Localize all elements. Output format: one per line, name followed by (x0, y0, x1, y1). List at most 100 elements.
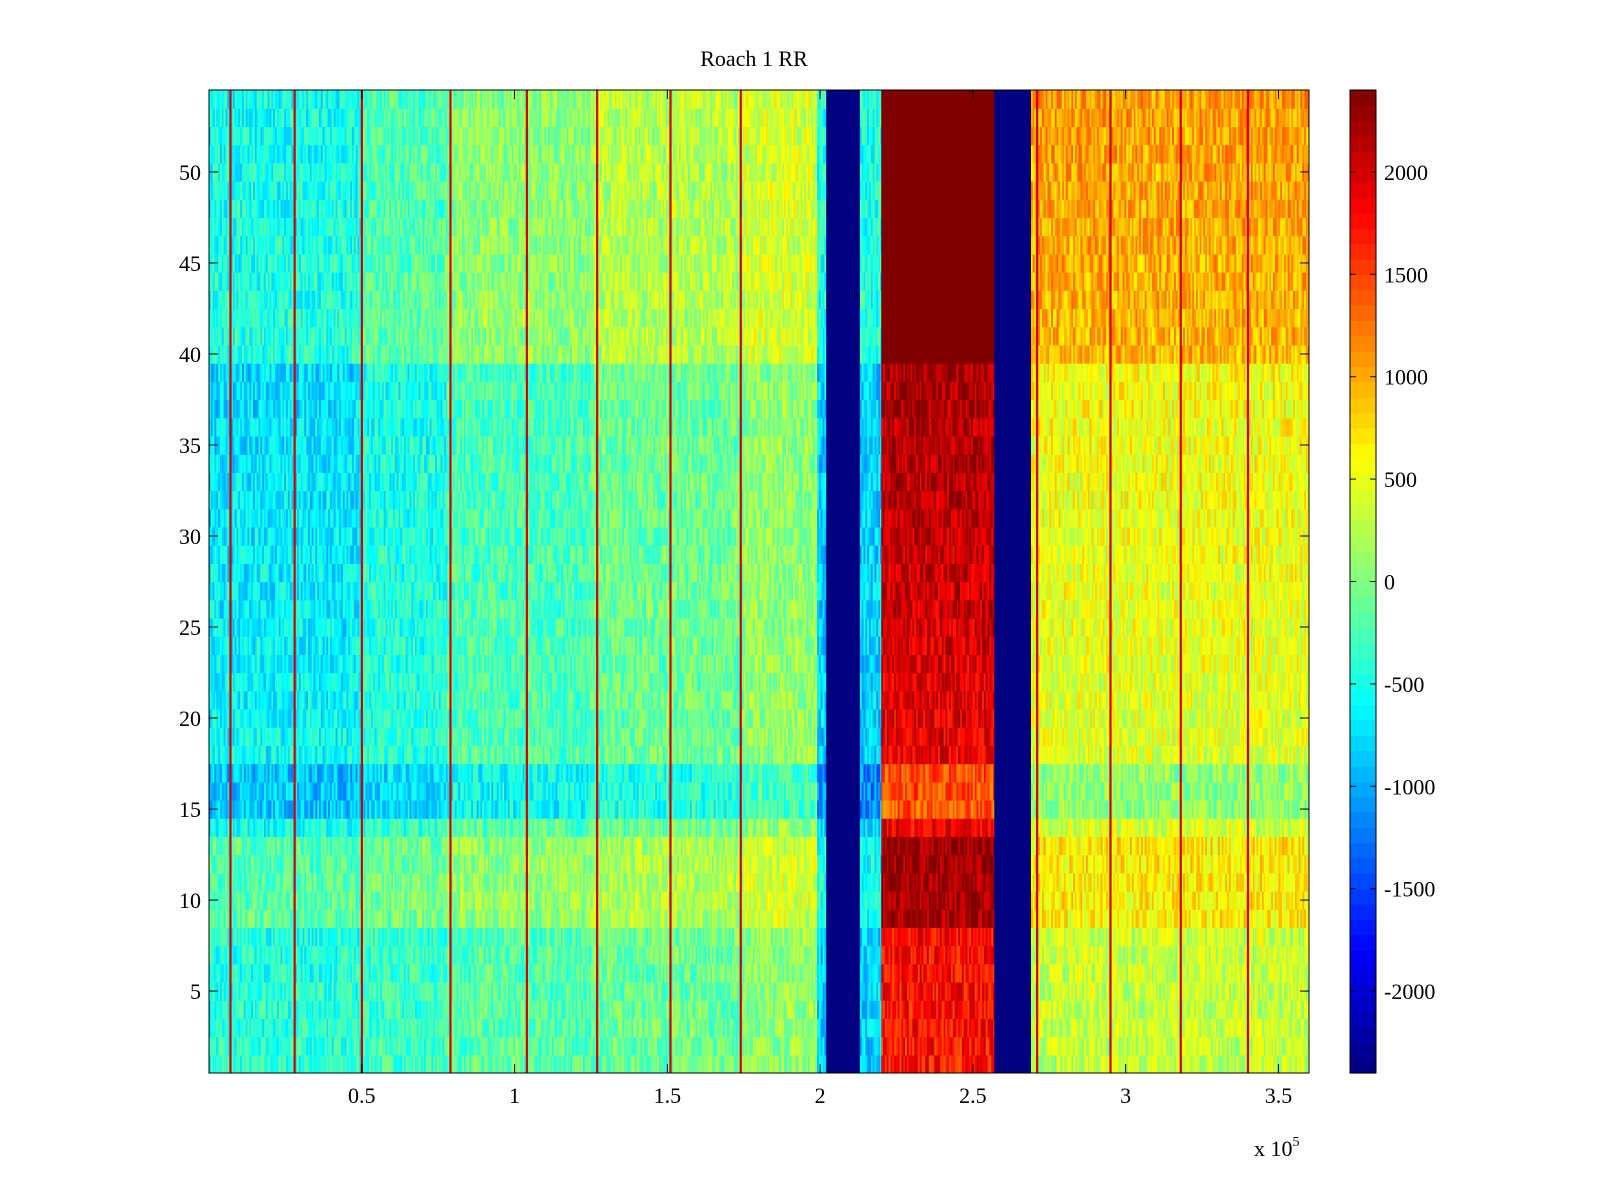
heatmap-cell (581, 981, 584, 1001)
heatmap-cell (353, 1000, 357, 1019)
heatmap-cell (324, 1036, 327, 1056)
heatmap-cell (588, 981, 591, 1001)
heatmap-cell (513, 1036, 516, 1056)
heatmap-cell (743, 1054, 745, 1073)
heatmap-cell (476, 981, 480, 1001)
heatmap-cell (1225, 1054, 1228, 1073)
heatmap-cell (221, 1018, 225, 1038)
heatmap-cell (537, 1000, 540, 1019)
heatmap-cell (236, 963, 239, 983)
heatmap-cell (1197, 1054, 1201, 1073)
heatmap-cell (800, 1000, 803, 1019)
heatmap-cell (555, 1054, 558, 1073)
heatmap-cell (376, 1036, 379, 1056)
heatmap-cell (691, 1054, 695, 1073)
heatmap-cell (520, 1018, 524, 1038)
heatmap-cell (1245, 1036, 1248, 1056)
heatmap-cell (994, 963, 1032, 983)
heatmap-cell (722, 1000, 726, 1019)
heatmap-cell (647, 981, 651, 1001)
heatmap-cell (881, 1054, 884, 1073)
heatmap-cell (370, 981, 374, 1001)
heatmap-cell (495, 1036, 498, 1056)
heatmap-cell (813, 1000, 816, 1019)
heatmap-cell (874, 1036, 877, 1056)
heatmap-cell (273, 1054, 276, 1073)
heatmap-cell (800, 981, 803, 1001)
heatmap-cell (1078, 981, 1082, 1001)
heatmap-cell (1282, 1036, 1285, 1056)
heatmap-cell (1129, 1000, 1133, 1019)
heatmap-cell (780, 1018, 783, 1038)
heatmap-cell (380, 1000, 383, 1019)
heatmap-cell (883, 1000, 886, 1019)
heatmap-cell (515, 1036, 518, 1056)
heatmap-cell (647, 1018, 651, 1038)
heatmap-cell (1052, 981, 1056, 1001)
heatmap-cell (656, 981, 660, 1001)
heatmap-cell (743, 1018, 747, 1038)
heatmap-cell (330, 1000, 333, 1019)
heatmap-cell (342, 981, 346, 1001)
heatmap-cell (359, 1000, 362, 1019)
heatmap-cell (645, 1036, 649, 1056)
heatmap-cell (710, 981, 713, 1001)
heatmap-cell (1067, 1018, 1071, 1038)
heatmap-cell (971, 1018, 974, 1038)
heatmap-cell (544, 1018, 547, 1038)
heatmap-cell (1117, 1018, 1120, 1038)
heatmap-cell (1148, 1054, 1151, 1073)
heatmap-cell (1241, 1036, 1245, 1056)
heatmap-cell (328, 963, 331, 983)
heatmap-cell (762, 1018, 765, 1038)
heatmap-cell (396, 1054, 400, 1073)
heatmap-cell (1291, 1036, 1294, 1056)
heatmap-cell (634, 1054, 638, 1073)
heatmap-cell (429, 1018, 433, 1038)
heatmap-cell (710, 1054, 713, 1073)
heatmap-cell (1118, 1018, 1122, 1038)
heatmap-cell (983, 1018, 987, 1038)
heatmap-cell (804, 1036, 807, 1056)
heatmap-cell (1069, 1036, 1072, 1056)
heatmap-cell (930, 981, 934, 1001)
heatmap-cell (1049, 1054, 1052, 1073)
heatmap-cell (782, 1000, 785, 1019)
heatmap-cell (1076, 1036, 1080, 1056)
heatmap-cell (1194, 1018, 1197, 1038)
heatmap-cell (1133, 1054, 1137, 1073)
heatmap-cell (385, 981, 389, 1001)
heatmap-cell (1056, 1054, 1060, 1073)
heatmap-cell (473, 1054, 476, 1073)
heatmap-cell (605, 1018, 609, 1038)
heatmap-cell (865, 981, 868, 1001)
heatmap-cell (1060, 981, 1063, 1001)
heatmap-cell (378, 1000, 381, 1019)
heatmap-cell (1102, 1000, 1105, 1019)
heatmap-cell (1203, 1036, 1206, 1056)
heatmap-cell (341, 981, 344, 1001)
heatmap-cell (440, 1000, 444, 1019)
heatmap-cell (870, 981, 874, 1001)
heatmap-cell (859, 981, 863, 1001)
heatmap-cell (634, 1000, 638, 1019)
heatmap-cell (815, 1054, 818, 1073)
heatmap-cell (487, 1018, 491, 1038)
heatmap-cell (938, 1000, 941, 1019)
heatmap-cell (245, 963, 249, 983)
heatmap-cell (456, 1000, 459, 1019)
heatmap-cell (756, 981, 759, 1001)
heatmap-cell (865, 1036, 868, 1056)
heatmap-cell (1216, 1054, 1219, 1073)
heatmap-cell (572, 1054, 575, 1073)
heatmap-cell (284, 1018, 287, 1038)
heatmap-cell (1150, 1018, 1153, 1038)
heatmap-cell (666, 1054, 669, 1073)
heatmap-cell (1223, 1036, 1226, 1056)
heatmap-cell (721, 1018, 724, 1038)
heatmap-cell (793, 1018, 796, 1038)
heatmap-cell (890, 1036, 893, 1056)
heatmap-cell (769, 1000, 772, 1019)
heatmap-cell (1166, 1036, 1170, 1056)
heatmap-cell (762, 1000, 765, 1019)
